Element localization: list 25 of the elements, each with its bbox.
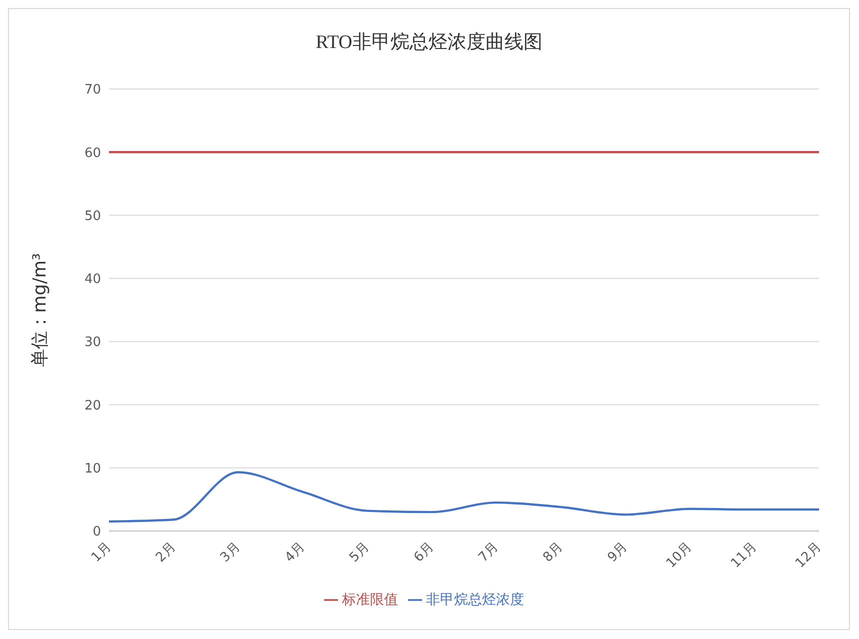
y-tick-label: 10 [84,461,101,476]
y-tick-label: 30 [84,335,101,350]
y-tick-label: 0 [92,524,101,540]
x-tick-label: 3月 [218,540,244,566]
chart-title: RTO非甲烷总烃浓度曲线图 [314,31,544,55]
y-tick-label: 20 [84,398,101,414]
y-tick-label: 50 [84,208,101,224]
y-tick-label: 40 [84,272,101,288]
x-tick-label: 2月 [153,540,179,566]
y-tick-label: 60 [84,146,101,161]
x-tick-label: 6月 [411,540,438,566]
x-tick-label: 7月 [476,540,502,566]
legend-label: 标准限值 [342,592,398,608]
line-series [108,471,820,523]
y-axis-title: 单位：mg/m³ [29,253,50,367]
x-tick-label: 1月 [88,540,114,566]
y-tick-label: 70 [84,82,101,98]
legend-label: 非甲烷总烃浓度 [426,592,524,608]
x-tick-label: 4月 [282,540,308,566]
x-tick-label: 9月 [605,540,631,566]
x-tick-label: 5月 [346,540,373,566]
x-tick-label: 8月 [540,540,566,566]
x-tick-label: 11月 [728,540,760,572]
x-tick-label: 12月 [792,540,824,572]
x-tick-label: 10月 [664,540,696,572]
